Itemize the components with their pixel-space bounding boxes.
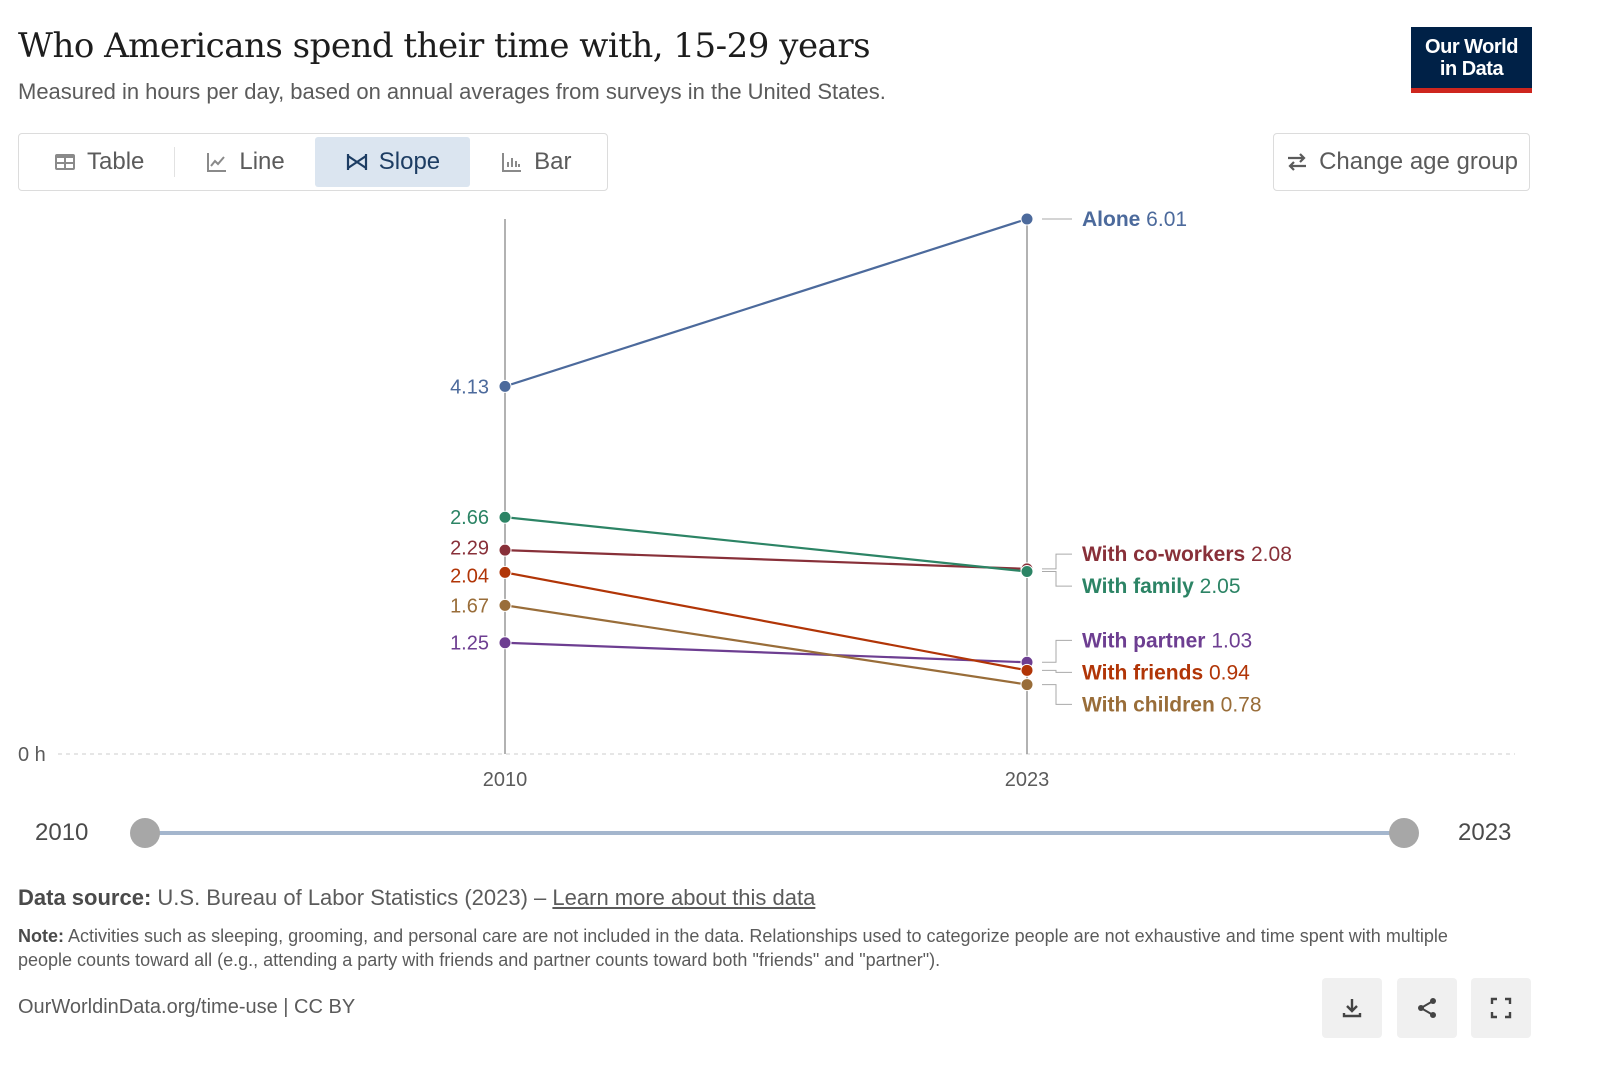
fullscreen-icon <box>1490 997 1512 1019</box>
tab-slope[interactable]: Slope <box>314 137 471 187</box>
point-with-co-workers-2010 <box>498 543 512 557</box>
series-line-with-partner <box>504 641 1028 664</box>
footer-attribution[interactable]: OurWorldinData.org/time-use | CC BY <box>18 996 356 1018</box>
timeline-end-label: 2023 <box>1458 819 1512 846</box>
download-button[interactable] <box>1322 978 1382 1038</box>
value-label-with-co-workers-2010: 2.29 <box>450 537 489 559</box>
point-with-friends-2010 <box>498 565 512 579</box>
download-icon <box>1342 999 1362 1018</box>
chart-type-tabs: Table Line Slope Bar <box>18 133 608 191</box>
fullscreen-button[interactable] <box>1471 978 1531 1038</box>
x-tick-2010: 2010 <box>483 769 528 791</box>
series-label-with-friends: With friends 0.94 <box>1082 661 1250 684</box>
slope-chart: 0 h 2010 2023 4.13 Alone 6.01 2.29 With co-… <box>18 208 1515 791</box>
x-tick-2023: 2023 <box>1005 769 1050 791</box>
leader-line-with-partner <box>1042 639 1072 663</box>
series-line-with-children <box>504 604 1028 686</box>
value-label-with-friends-2010: 2.04 <box>450 565 489 587</box>
point-with-children-2010 <box>498 598 512 612</box>
leader-line-with-co-workers <box>1042 553 1072 570</box>
change-age-group-button[interactable]: Change age group <box>1273 133 1530 191</box>
learn-more-link[interactable]: Learn more about this data <box>552 885 816 910</box>
series-value-2023: 1.03 <box>1205 629 1252 652</box>
series-label-alone: Alone 6.01 <box>1082 208 1187 231</box>
series-name: With children <box>1082 693 1215 716</box>
change-age-group-label: Change age group <box>1319 148 1518 175</box>
series-line-with-family <box>504 516 1028 573</box>
series-line-alone <box>504 217 1028 388</box>
point-with-friends-2023 <box>1020 663 1034 677</box>
leader-line-with-friends <box>1042 669 1072 673</box>
series-name: With partner <box>1082 629 1205 652</box>
note-label: Note: <box>18 926 64 946</box>
timeline-start-handle[interactable] <box>130 818 160 848</box>
series-value-2023: 2.08 <box>1245 543 1292 566</box>
y-zero-label: 0 h <box>18 744 46 766</box>
chart-title: Who Americans spend their time with, 15-… <box>18 26 871 66</box>
point-with-family-2023 <box>1020 565 1034 579</box>
point-alone-2023 <box>1020 212 1034 226</box>
owid-logo[interactable]: Our World in Data <box>1411 27 1532 93</box>
series-label-with-children: With children 0.78 <box>1082 693 1262 716</box>
swap-arrows-icon <box>1288 153 1307 171</box>
point-with-children-2023 <box>1020 678 1034 692</box>
series-label-with-partner: With partner 1.03 <box>1082 629 1252 652</box>
source-label: Data source: <box>18 885 152 910</box>
series-value-2023: 0.94 <box>1203 661 1250 684</box>
series-label-with-co-workers: With co-workers 2.08 <box>1082 543 1292 566</box>
tab-divider <box>174 147 176 177</box>
point-with-partner-2010 <box>498 636 512 650</box>
tab-label: Table <box>87 148 145 175</box>
slope-chart-icon <box>346 154 367 170</box>
chart-subtitle: Measured in hours per day, based on annu… <box>18 79 886 104</box>
series-line-with-friends <box>504 571 1028 672</box>
leader-line-with-children <box>1042 684 1072 705</box>
series-label-with-family: With family 2.05 <box>1082 575 1241 598</box>
bar-chart-icon <box>502 153 522 172</box>
value-label-with-children-2010: 1.67 <box>450 595 489 617</box>
chart-note: Note: Activities such as sleeping, groom… <box>18 924 1478 972</box>
tab-line[interactable]: Line <box>175 137 314 187</box>
series-value-2023: 0.78 <box>1215 693 1262 716</box>
point-with-family-2010 <box>498 510 512 524</box>
value-label-with-partner-2010: 1.25 <box>450 633 489 655</box>
point-alone-2010 <box>498 379 512 393</box>
source-text: U.S. Bureau of Labor Statistics (2023) – <box>157 885 547 910</box>
line-chart-icon <box>207 153 227 172</box>
timeline-track[interactable] <box>145 831 1405 835</box>
series-name: With co-workers <box>1082 543 1245 566</box>
tab-table[interactable]: Table <box>23 137 174 187</box>
share-button[interactable] <box>1397 978 1457 1038</box>
table-icon <box>55 154 75 170</box>
series-name: With family <box>1082 575 1194 598</box>
series-name: With friends <box>1082 661 1203 684</box>
timeline-end-handle[interactable] <box>1389 818 1419 848</box>
tab-bar[interactable]: Bar <box>470 137 601 187</box>
leader-line-with-family <box>1042 571 1072 587</box>
share-icon <box>1418 998 1436 1018</box>
tab-label: Line <box>239 148 285 175</box>
series-line-with-co-workers <box>504 549 1028 570</box>
value-label-with-family-2010: 2.66 <box>450 507 489 529</box>
data-source: Data source: U.S. Bureau of Labor Statis… <box>18 885 815 911</box>
series-value-2023: 2.05 <box>1194 575 1241 598</box>
timeline-start-label: 2010 <box>35 819 89 846</box>
value-label-alone-2010: 4.13 <box>450 376 489 398</box>
note-text: Activities such as sleeping, grooming, a… <box>18 926 1448 970</box>
tab-label: Slope <box>378 148 441 175</box>
series-value-2023: 6.01 <box>1140 208 1187 231</box>
tab-label: Bar <box>534 148 572 175</box>
series-name: Alone <box>1082 208 1140 231</box>
